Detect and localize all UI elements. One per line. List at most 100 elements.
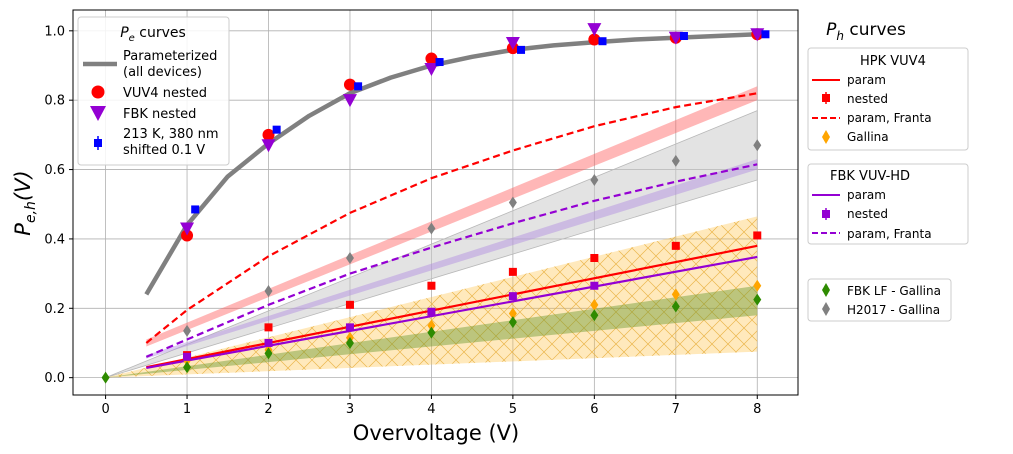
hpk-nested-marker-5	[590, 253, 599, 262]
fbk-lf-gallina-marker-0	[101, 371, 110, 384]
legend-ph-title-rest: curves	[844, 20, 906, 40]
pe-213k-marker-3	[435, 58, 444, 67]
legend-hpk-franta-label: param, Franta	[847, 111, 932, 125]
legend-hpk-nested-marker	[822, 94, 830, 102]
legend-pe-title: Pe curves	[120, 25, 186, 44]
pe-213k-marker-7	[761, 30, 770, 39]
h2017-gallina-marker-7	[753, 139, 762, 152]
fbk-lf-gallina-marker-4	[427, 326, 436, 339]
legend-fbk-box	[807, 163, 969, 245]
x-axis-label: Overvoltage (V)	[353, 421, 519, 445]
legend-fbk-param-label: param	[847, 188, 886, 202]
fbk-lf-gallina-marker-7	[671, 300, 680, 313]
pe-213k-marker-0	[191, 205, 200, 214]
legend-pe-param-line1: Parameterized	[123, 49, 217, 64]
fbk-lf-gallina-marker-2	[264, 347, 273, 360]
pe-vuv4-marker-1	[262, 128, 275, 141]
legend-pe-fbk-label: FBK nested	[123, 107, 196, 122]
band-purple	[146, 159, 758, 359]
legend-fbk-title: FBK VUV-HD	[830, 169, 910, 184]
x-tick-label-3: 3	[346, 402, 354, 417]
y-tick-label-4: 0.8	[44, 94, 65, 109]
y-tick-label-1: 0.2	[44, 302, 65, 317]
data-markers	[101, 23, 770, 384]
pe-213k-marker-4	[517, 45, 526, 54]
legend-pe-213k-marker	[94, 139, 102, 147]
legend-pe: Pe curves Parameterized (all devices) VU…	[77, 16, 230, 166]
pe-213k-marker-1	[272, 125, 281, 134]
legend-pe-param-line2: (all devices)	[123, 65, 202, 80]
fbk-lf-gallina-marker-5	[508, 316, 517, 329]
legend-fbk: FBK VUV-HD param nested param, Franta	[807, 163, 969, 245]
pe-fbk-marker-5	[587, 23, 602, 37]
pe-fbk-marker-1	[261, 139, 276, 153]
y-tick-label-2: 0.4	[44, 232, 65, 247]
fbk-lf-gallina-marker-6	[590, 309, 599, 322]
pe-fbk-marker-7	[750, 28, 765, 42]
curve-lines	[144, 32, 758, 370]
legend-hpk-gallina-marker	[822, 130, 830, 144]
pe-fbk-marker-3	[424, 62, 439, 76]
h2017-gallina-marker-0	[183, 324, 192, 337]
x-tick-label-5: 5	[509, 402, 517, 417]
pe-param-line	[144, 32, 758, 296]
y-tick-label-3: 0.6	[44, 163, 65, 178]
fbk-lf-gallina-marker-8	[753, 293, 762, 306]
legend-hpk-gallina-label: Gallina	[847, 130, 889, 144]
legend-ph-title-sub: h	[836, 29, 844, 43]
x-tick-label-2: 2	[264, 402, 272, 417]
legend-pe-fbk-marker	[90, 106, 106, 121]
fbk-param-line	[146, 255, 758, 370]
h2017-gallina-marker-6	[671, 154, 680, 167]
legend-fbk-nested-marker	[822, 210, 830, 218]
legend-ph-title: Ph curves	[826, 20, 906, 43]
legend-hpk: HPK VUV4 param nested param, Franta Gall…	[807, 47, 969, 151]
fbk-nested-marker-0	[183, 352, 192, 361]
pe-213k-marker-2	[354, 82, 363, 91]
hpk-nested-marker-6	[671, 241, 680, 250]
legend-fbk-lf-gallina-label: FBK LF - Gallina	[847, 284, 941, 298]
y-axis-label: Pe,h(V)	[11, 170, 39, 235]
legend-fbk-lf-gallina-marker	[822, 283, 830, 297]
x-tick-label-4: 4	[427, 402, 435, 417]
legend-h2017-gallina-marker	[822, 302, 830, 316]
hpk-gallina-marker-7	[753, 279, 762, 292]
pe-vuv4-marker-5	[588, 33, 601, 46]
y-tick-label-5: 1.0	[44, 24, 65, 39]
legend-hpk-box	[807, 47, 969, 151]
legend-hpk-nested-label: nested	[847, 92, 888, 106]
band-red	[146, 86, 758, 347]
legend-ph-title-main: P	[826, 20, 837, 40]
hpk-franta-line	[145, 92, 758, 344]
h2017-gallina-marker-1	[264, 284, 273, 297]
h2017-gallina-marker-5	[590, 173, 599, 186]
pe-fbk-marker-0	[180, 222, 195, 236]
hpk-gallina-marker-6	[671, 288, 680, 301]
legend-pe-title-main: P	[120, 25, 129, 41]
fbk-nested-marker-1	[264, 338, 273, 347]
plot-frame	[72, 9, 799, 396]
fbk-franta-line	[145, 163, 758, 358]
legend-fbk-nested-label: nested	[847, 207, 888, 221]
hpk-nested-marker-2	[345, 300, 354, 309]
y-tick-label-0: 0.0	[44, 371, 65, 386]
legend-pe-title-sub: e	[129, 33, 135, 44]
legend-hpk-param-label: param	[847, 73, 886, 87]
legend-pe-213k-line1: 213 K, 380 nm	[123, 127, 219, 142]
legend-pe-title-rest: curves	[135, 25, 186, 41]
pe-fbk-marker-6	[668, 31, 683, 45]
hpk-gallina-marker-3	[427, 319, 436, 332]
h2017-gallina-marker-3	[427, 222, 436, 235]
h2017-gallina-marker-4	[508, 196, 517, 209]
legend-pe-213k-line2: shifted 0.1 V	[123, 143, 205, 158]
x-tick-label-0: 0	[101, 402, 109, 417]
legend-gallina-box	[807, 278, 952, 322]
x-tick-label-8: 8	[753, 402, 761, 417]
pe-vuv4-marker-3	[425, 52, 438, 65]
hpk-gallina-marker-4	[508, 307, 517, 320]
fbk-nested-marker-5	[590, 281, 599, 290]
legend-gallina: FBK LF - Gallina H2017 - Gallina	[807, 278, 952, 322]
fbk-lf-gallina-marker-3	[345, 336, 354, 349]
fbk-lf-gallina-marker-1	[183, 361, 192, 374]
pe-fbk-marker-4	[505, 36, 520, 50]
